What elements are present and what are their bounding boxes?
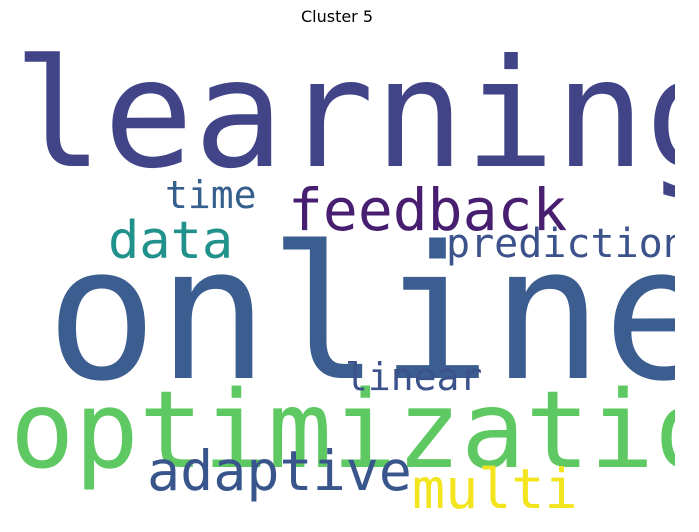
word-multi: multi <box>412 457 578 520</box>
word-data: data <box>108 211 234 271</box>
word-feedback: feedback <box>288 176 568 244</box>
word-optimization: optimization <box>10 369 675 493</box>
word-cloud: learning online optimization feedback da… <box>10 40 675 520</box>
word-prediction: prediction <box>446 221 675 267</box>
word-learning: learning <box>13 40 675 202</box>
figure-title: Cluster 5 <box>300 7 374 26</box>
word-linear: linear <box>345 355 483 399</box>
word-adaptive: adaptive <box>147 439 412 503</box>
word-online: online <box>46 206 675 422</box>
word-time: time <box>165 173 257 217</box>
